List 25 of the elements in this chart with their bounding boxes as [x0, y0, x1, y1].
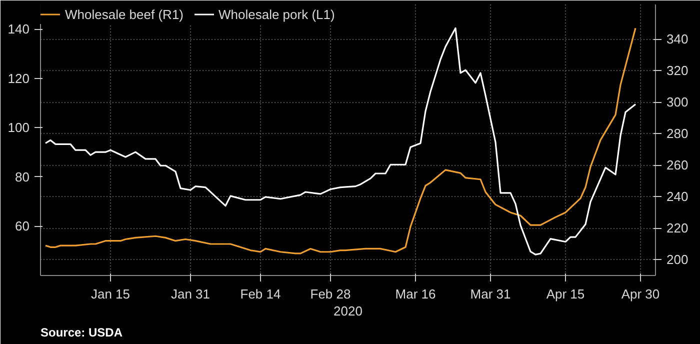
x-tick-label: Feb 28: [310, 286, 351, 302]
y-tick-label: 60: [15, 218, 30, 234]
y2-tick-label: 300: [666, 94, 688, 110]
legend-label: Wholesale pork (L1): [218, 6, 335, 22]
y-tick-label: 100: [8, 120, 30, 136]
x-tick-label: Apr 30: [621, 286, 660, 302]
x-tick-label: Jan 15: [90, 286, 130, 302]
source-note: Source: USDA: [40, 326, 123, 340]
y-tick-label: 140: [8, 22, 30, 37]
y-tick-label: 80: [15, 169, 30, 184]
x-tick-label: Jan 31: [170, 286, 210, 302]
y-tick-label: 120: [8, 70, 30, 86]
y2-tick-label: 220: [666, 220, 688, 236]
y2-tick-label: 340: [666, 32, 688, 47]
x-tick-label: Apr 15: [546, 286, 585, 302]
y2-tick-label: 260: [666, 158, 688, 173]
legend-label: Wholesale beef (R1): [65, 6, 184, 22]
x-axis-title: 2020: [334, 304, 362, 318]
y2-tick-label: 320: [666, 63, 688, 78]
y2-tick-label: 200: [666, 252, 688, 268]
y2-tick-label: 240: [666, 189, 688, 204]
y2-tick-label: 280: [666, 126, 688, 142]
x-tick-label: Mar 31: [470, 286, 511, 302]
x-tick-label: Feb 14: [240, 286, 281, 302]
x-tick-label: Mar 16: [395, 286, 436, 302]
